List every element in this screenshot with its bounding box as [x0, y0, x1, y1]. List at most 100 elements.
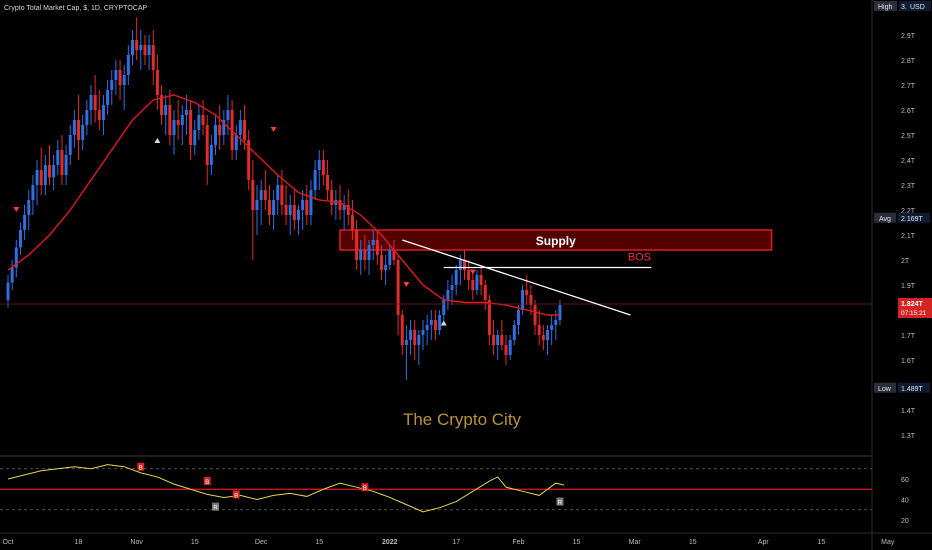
candle-body — [122, 75, 126, 85]
candle-body — [151, 45, 155, 70]
price-tick-label: 2.2T — [901, 208, 916, 215]
candle-body — [309, 190, 313, 215]
candle — [72, 110, 76, 148]
candle — [541, 325, 545, 350]
low-value: 1.489T — [901, 386, 924, 393]
candle-body — [230, 110, 234, 150]
candle-body — [160, 95, 164, 115]
candle — [425, 315, 429, 345]
candle — [255, 185, 259, 235]
low-badge-label: Low — [878, 386, 892, 393]
price-tick-label: 2.3T — [901, 183, 916, 190]
price-tick-label: 2.4T — [901, 158, 916, 165]
candle-body — [209, 145, 213, 165]
candle — [259, 180, 263, 225]
candle — [525, 275, 529, 305]
candle-body — [380, 255, 383, 270]
candle — [330, 180, 334, 215]
oscillator-marker-label: R — [558, 501, 563, 507]
candle-body — [475, 275, 479, 290]
candle — [446, 280, 450, 310]
candle — [222, 110, 226, 145]
candle — [10, 260, 14, 290]
price-tick-label: 2.9T — [901, 33, 916, 40]
time-tick-label: May — [881, 539, 895, 546]
candle-body — [516, 310, 520, 325]
candle-body — [147, 45, 151, 55]
candle — [309, 180, 313, 225]
candle — [433, 310, 437, 340]
candle-body — [201, 115, 205, 125]
oscillator-marker — [556, 497, 564, 506]
oscillator-marker-label: R — [213, 506, 218, 512]
candle-body — [305, 200, 309, 215]
time-tick-label: 15 — [573, 539, 581, 546]
time-tick-label: Mar — [629, 539, 642, 546]
candle — [164, 95, 168, 135]
time-tick-label: Nov — [130, 539, 143, 546]
high-value: 3. — [901, 4, 907, 11]
candle-body — [463, 260, 466, 270]
candle-body — [471, 280, 475, 290]
time-tick-label: 17 — [452, 539, 460, 546]
candle-body — [52, 165, 56, 178]
candle — [313, 160, 317, 200]
candle-body — [454, 270, 458, 285]
candle — [168, 90, 172, 145]
candle — [205, 115, 209, 185]
candle — [193, 120, 197, 155]
candle — [409, 320, 413, 355]
candle-body — [442, 300, 446, 315]
candle — [421, 320, 425, 350]
candle — [326, 160, 330, 200]
candle — [305, 185, 309, 225]
candle-body — [421, 330, 425, 335]
candle-body — [56, 150, 60, 165]
candle — [467, 260, 471, 290]
candle-body — [554, 320, 558, 325]
price-tick-label: 1.7T — [901, 333, 916, 340]
candle — [147, 35, 151, 70]
candle-body — [433, 320, 437, 330]
sell-marker — [403, 282, 410, 287]
price-axis[interactable]: 1.3T1.4T1.6T1.7T1.8T1.9T2T2.1T2.2T2.3T2.… — [874, 1, 932, 525]
candle-body — [97, 110, 101, 120]
candle — [214, 115, 217, 155]
candle — [35, 160, 39, 205]
candle — [131, 30, 134, 65]
oscillator-marker — [361, 483, 369, 492]
candle-countdown: 07:15:21 — [901, 310, 927, 317]
candle — [454, 265, 458, 295]
oscillator-marker — [212, 502, 219, 511]
candle-body — [247, 140, 251, 180]
oscillator-line — [7, 464, 565, 513]
candle — [64, 145, 68, 185]
price-tick-label: 2.6T — [901, 108, 916, 115]
candle — [500, 320, 504, 350]
time-axis[interactable]: Oct 18 Nov 15 Dec 15 2022 17 Feb 15 Mar 15 Apr 15 May — [3, 539, 895, 546]
avg-badge-label: Avg — [879, 216, 891, 223]
candle-body — [226, 110, 230, 120]
candle — [60, 135, 64, 185]
time-tick-label: 15 — [315, 539, 323, 546]
candle-body — [218, 125, 222, 135]
candle-body — [367, 245, 371, 260]
candle — [106, 80, 110, 115]
current-price-badge — [898, 298, 932, 318]
moving-average-line — [7, 94, 560, 316]
candle-body — [350, 215, 354, 230]
candle-body — [139, 45, 143, 50]
candle-body — [48, 165, 51, 178]
candle — [550, 315, 554, 345]
candlestick-series — [6, 17, 562, 380]
candle-body — [392, 250, 396, 260]
oscillator-marker-label: B — [139, 466, 143, 472]
candle — [23, 205, 27, 240]
candle-body — [238, 120, 242, 135]
candle-body — [413, 330, 417, 345]
candle-body — [375, 240, 379, 255]
candle-body — [184, 110, 188, 115]
candle — [350, 200, 354, 240]
candle — [367, 240, 371, 275]
